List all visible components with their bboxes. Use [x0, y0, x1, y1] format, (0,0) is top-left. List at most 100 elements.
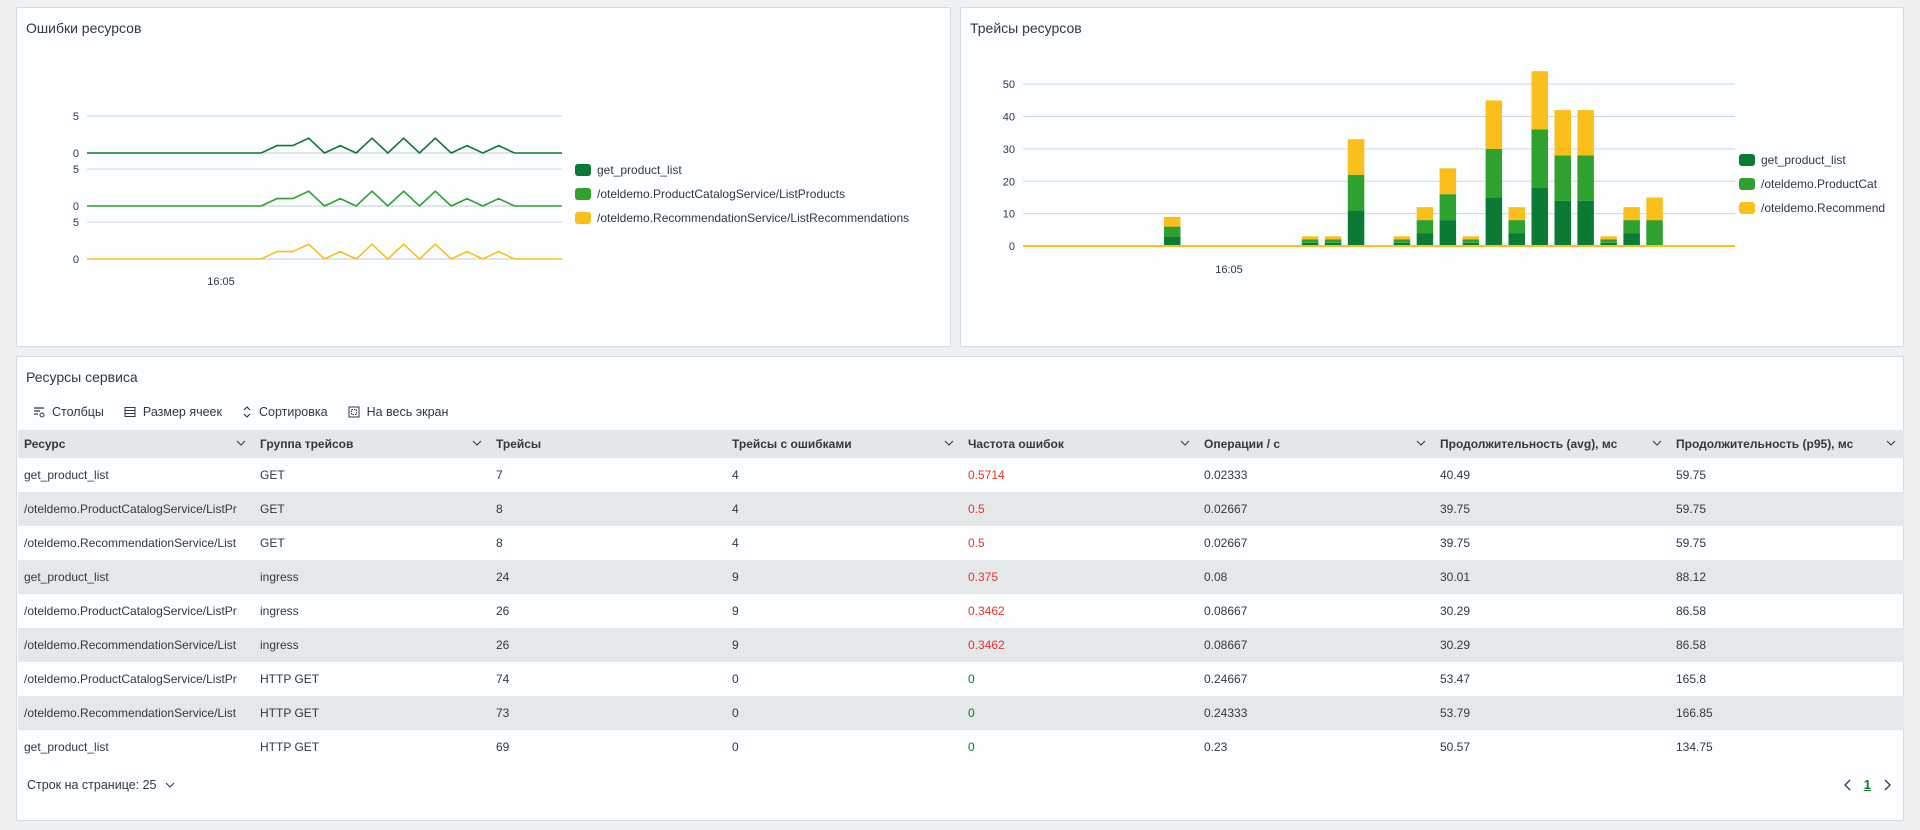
table-row[interactable]: /oteldemo.RecommendationService/List ingr… [18, 628, 1904, 662]
bar-segment [1416, 207, 1434, 221]
rows-per-page-selector[interactable]: Строк на странице: 25 [27, 778, 175, 792]
table-row[interactable]: get_product_list GET 7 4 0.5714 0.02333 40.49 5… [18, 458, 1904, 492]
table-row[interactable]: /oteldemo.RecommendationService/List HTTP… [18, 696, 1904, 730]
cell-traces: 74 [496, 672, 510, 686]
errors-line-chart: 5 0 5 0 5 0 16:05 [73, 111, 562, 288]
bar-segment [1577, 155, 1594, 201]
column-header-label: Продолжительность (avg), мс [1440, 437, 1618, 451]
chevron-down-icon[interactable] [1886, 439, 1896, 447]
page-number[interactable]: 1 [1863, 777, 1871, 792]
column-header-error-rate[interactable]: Частота ошибок [962, 430, 1198, 458]
cell-ops: 0.08667 [1198, 628, 1434, 662]
cell-ops: 0.08667 [1204, 604, 1248, 618]
bar-segment [1554, 155, 1571, 201]
y-tick-label: 5 [73, 164, 79, 176]
resources-table: Ресурс Группа трейсов Трейсы Трейсы с ош… [18, 430, 1904, 764]
resource-errors-panel: Ошибки ресурсов 5 0 5 0 5 0 16:05 get_product_… [16, 7, 951, 347]
chevron-down-icon[interactable] [236, 439, 246, 447]
chevron-left-icon[interactable] [1843, 779, 1852, 791]
bar-segment [1646, 197, 1663, 221]
column-header-label: Трейсы [496, 437, 542, 451]
column-header-ops[interactable]: Операции / с [1198, 430, 1434, 458]
cell-traces: 7 [496, 468, 503, 482]
legend-item[interactable]: get_product_list [575, 158, 909, 182]
bar-segment [1577, 200, 1594, 246]
table-row[interactable]: get_product_list ingress 24 9 0.375 0.08 30.01… [18, 560, 1904, 594]
cell-resource: get_product_list [18, 560, 254, 594]
cell-ops: 0.24333 [1198, 696, 1434, 730]
chevron-down-icon[interactable] [944, 439, 954, 447]
cell-duration-p95: 165.8 [1676, 672, 1707, 686]
column-header-duration-p95[interactable]: Продолжительность (p95), мс [1670, 430, 1904, 458]
legend-item[interactable]: get_product_list [1739, 148, 1899, 172]
cell-ops: 0.02667 [1204, 536, 1248, 550]
cell-traces: 73 [490, 696, 726, 730]
column-header-error-traces[interactable]: Трейсы с ошибками [726, 430, 962, 458]
series-line [87, 190, 562, 208]
table-row[interactable]: get_product_list HTTP GET 69 0 0 0.23 50.57 134… [18, 730, 1904, 764]
chevron-down-icon[interactable] [1416, 439, 1426, 447]
bar-segment [1462, 242, 1480, 246]
table-row[interactable]: /oteldemo.ProductCatalogService/ListPr HT… [18, 662, 1904, 696]
cell-trace-group: GET [260, 536, 285, 550]
column-header-trace-group[interactable]: Группа трейсов [254, 430, 490, 458]
table-row[interactable]: /oteldemo.RecommendationService/List GET 8… [18, 526, 1904, 560]
cell-traces: 8 [496, 536, 503, 550]
legend-item[interactable]: /oteldemo.ProductCat [1739, 172, 1899, 196]
cell-duration-avg: 39.75 [1440, 536, 1471, 550]
chevron-down-icon[interactable] [472, 439, 482, 447]
column-header-label: Продолжительность (p95), мс [1676, 437, 1854, 451]
cell-error-traces: 9 [726, 628, 962, 662]
legend-label: get_product_list [597, 163, 682, 177]
legend-swatch [575, 164, 591, 176]
bar-segment [1393, 236, 1411, 240]
bar-segment [1393, 242, 1411, 246]
cell-ops: 0.02333 [1204, 468, 1248, 482]
chevron-down-icon[interactable] [1652, 439, 1662, 447]
cell-error-rate: 0 [968, 672, 975, 686]
chevron-down-icon[interactable] [1180, 439, 1190, 447]
bar-segment [1164, 216, 1181, 227]
legend-item[interactable]: /oteldemo.Recommend [1739, 196, 1899, 220]
legend-item[interactable]: /oteldemo.RecommendationService/ListReco… [575, 206, 909, 230]
panel-title: Трейсы ресурсов [970, 20, 1082, 36]
sort-label: Сортировка [258, 405, 328, 419]
bar-segment [1347, 174, 1365, 211]
fullscreen-label: На весь экран [366, 405, 449, 419]
chevron-right-icon[interactable] [1883, 779, 1891, 791]
legend-label: get_product_list [1761, 153, 1846, 167]
columns-button[interactable]: Столбцы [33, 405, 104, 419]
bar-segment [1508, 233, 1525, 246]
column-header-label: Частота ошибок [968, 437, 1064, 451]
column-header-resource[interactable]: Ресурс [18, 430, 254, 458]
service-resources-panel: Ресурсы сервиса Столбцы Размер ячеек Сор… [16, 356, 1904, 821]
cell-resource: /oteldemo.ProductCatalogService/ListPr [24, 672, 237, 686]
y-tick-label: 0 [73, 254, 79, 266]
y-tick-label: 5 [73, 111, 79, 123]
bar-segment [1393, 239, 1411, 243]
legend-label: /oteldemo.Recommend [1761, 201, 1886, 215]
table-row[interactable]: /oteldemo.ProductCatalogService/ListPr in… [18, 594, 1904, 628]
cell-duration-avg: 50.57 [1440, 740, 1471, 754]
cell-error-traces: 9 [726, 560, 962, 594]
cell-resource: get_product_list [24, 468, 109, 482]
cell-size-button[interactable]: Размер ячеек [124, 405, 222, 419]
cell-size-label: Размер ячеек [142, 405, 222, 419]
cell-resource: /oteldemo.RecommendationService/List [24, 536, 237, 550]
series-line [87, 137, 562, 155]
fullscreen-button[interactable]: На весь экран [348, 405, 449, 419]
cell-trace-group: HTTP GET [260, 672, 320, 686]
sort-button[interactable]: Сортировка [242, 405, 328, 419]
bar-segment [1347, 210, 1365, 246]
legend-item[interactable]: /oteldemo.ProductCatalogService/ListProd… [575, 182, 909, 206]
cell-duration-avg: 30.29 [1440, 604, 1471, 618]
bar-segment [1324, 242, 1342, 246]
y-tick-label: 0 [1009, 241, 1015, 253]
column-header-traces[interactable]: Трейсы [490, 430, 726, 458]
column-header-duration-avg[interactable]: Продолжительность (avg), мс [1434, 430, 1670, 458]
cell-duration-avg: 40.49 [1440, 468, 1471, 482]
bar-segment [1416, 233, 1434, 246]
table-row[interactable]: /oteldemo.ProductCatalogService/ListPr GE… [18, 492, 1904, 526]
x-tick-label: 16:05 [1215, 264, 1243, 276]
y-tick-label: 40 [1003, 112, 1015, 124]
